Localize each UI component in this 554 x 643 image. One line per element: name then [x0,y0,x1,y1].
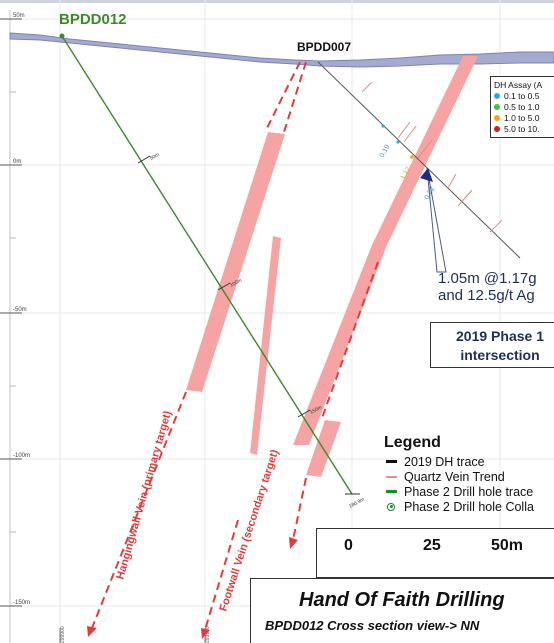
elev-label-minus150: -150m [13,600,30,606]
assay-dot-icon [494,114,500,121]
easting-tick-1: 299900 [60,626,66,643]
easting-tick-2: 299950 [205,626,211,643]
phase1-intersection-box: 2019 Phase 1 intersection [430,322,554,368]
depth-label-150: 150m [309,405,323,416]
hangingwall-vein-slab-lower [293,245,387,445]
phase1-assay-ticks [361,81,503,233]
phase2-drill-hole-trace [61,35,353,495]
elev-label-minus50: -50m [13,307,27,313]
elev-label-50: 50m [13,13,25,19]
scale-label-25: 25 [423,537,441,554]
assay-dot-icon [494,125,500,132]
assay-legend-item: 5.0 to 10. [494,123,554,134]
legend-item: 2019 DH trace [384,454,554,469]
collar-circle-icon [384,500,398,514]
legend-item: Quartz Vein Trend [384,469,554,484]
assay-legend-title: DH Assay (A [494,79,543,90]
assay-legend-label: 5.0 to 10. [504,123,540,134]
assay-value-1: 0.19 [379,144,392,159]
scale-label-0: 0 [344,537,353,554]
depth-label-50: 50m [149,152,160,162]
phase2-collar [59,33,65,39]
legend-label: Phase 2 Drill hole Colla [404,499,534,514]
vein-arrowhead-secondary [289,537,298,549]
assay-legend-item: 0.1 to 0.5 [494,90,554,101]
figure-title: Hand Of Faith Drilling [299,589,505,611]
elevation-axis: 50m 0m -50m -100m -150m [0,10,30,643]
depth-label-100: 100m [229,278,243,289]
legend-label: 2019 DH trace [404,454,485,469]
assay-dot-icon [494,103,500,110]
footwall-vein-slab-upper [186,132,285,392]
legend-title: Legend [384,434,441,451]
phase2-depth-ticks [137,155,360,495]
phase1-hole-label: BPDD007 [297,40,352,54]
legend: Legend 2019 DH trace Quartz Vein Trend P… [384,434,554,514]
scale-label-50: 50m [491,537,524,554]
phase-box-line-1: 2019 Phase 1 [456,328,544,344]
legend-label: Quartz Vein Trend [404,469,505,484]
green-line-icon [384,485,398,499]
hangingwall-vein-slab [372,56,478,245]
red-line-icon [384,470,398,484]
phase-box-line-2: intersection [460,347,540,363]
intersection-line-1: 1.05m @1.17g [438,270,537,287]
vein-arrowhead-hangingwall [87,626,97,637]
vein-arrowhead-footwall [201,628,210,639]
assay-legend: DH Assay (A 0.1 to 0.5 0.5 to 1.0 1.0 to… [490,76,554,138]
intersection-marker [420,168,433,182]
depth-label-end: 180.9m [348,497,366,510]
footwall-vein-slab-thin [250,236,281,455]
assay-legend-item: 1.0 to 5.0 [494,112,554,123]
assay-legend-item: 0.5 to 1.0 [494,101,554,112]
assay-legend-label: 0.1 to 0.5 [504,90,540,101]
vein-trend-lines [91,61,379,631]
elev-label-0: 0m [13,159,21,165]
assay-legend-label: 0.5 to 1.0 [504,101,540,112]
phase2-hole-label: BPDD012 [59,11,127,28]
topography-surface [9,32,554,68]
top-border [0,0,554,3]
assay-legend-label: 1.0 to 5.0 [504,112,540,123]
intersection-result: 1.05m @1.17g and 12.5g/t Ag [438,270,537,304]
phase1-drill-hole-trace [317,61,521,259]
figure-subtitle: BPDD012 Cross section view-> NN [265,618,480,633]
assay-dot-icon [494,92,500,99]
elev-label-minus100: -100m [13,453,30,459]
intersection-pointer [426,167,447,273]
legend-item: Phase 2 Drill hole trace [384,484,554,499]
intersection-line-2: and 12.5g/t Ag [438,287,535,304]
hangingwall-vein-label: Hangingwall Vein (primary target) [114,409,174,581]
legend-label: Phase 2 Drill hole trace [404,484,534,499]
easting-axis: 299900 299950 [59,626,211,643]
legend-item: Phase 2 Drill hole Colla [384,499,554,514]
title-block: Hand Of Faith Drilling BPDD012 Cross sec… [250,578,554,643]
scale-bar: 0 25 50m [316,528,554,578]
black-line-icon [384,455,398,469]
